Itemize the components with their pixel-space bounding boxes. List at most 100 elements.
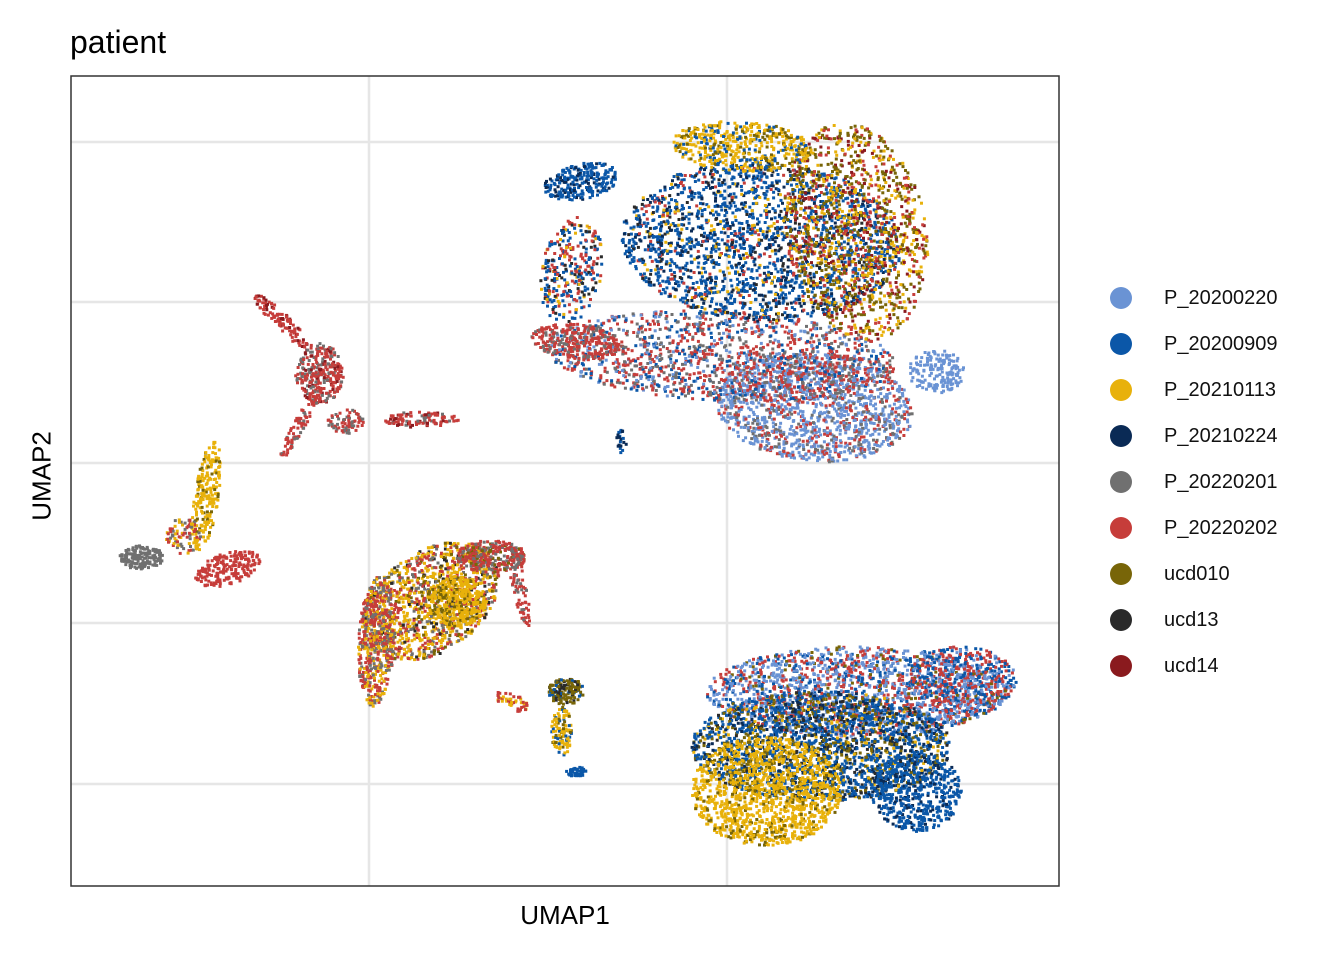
scatter-point [734,311,738,315]
scatter-point [751,177,755,181]
scatter-point [825,204,829,208]
scatter-point [635,322,639,326]
scatter-point [796,354,800,358]
scatter-point [558,353,562,356]
scatter-point [723,277,727,281]
scatter-point [791,356,795,359]
scatter-point [897,259,901,263]
scatter-point [794,261,798,265]
scatter-point [865,423,868,427]
scatter-point [787,378,791,382]
scatter-point [863,439,867,442]
scatter-point [740,351,743,355]
scatter-point [659,366,663,370]
scatter-point [830,394,834,398]
scatter-point [783,330,787,334]
scatter-point [819,326,823,330]
scatter-point [865,211,869,215]
scatter-point [713,239,717,243]
scatter-point [830,438,834,442]
scatter-point [605,370,609,374]
scatter-point [797,317,801,321]
scatter-point [919,360,923,364]
scatter-point [721,279,725,283]
scatter-point [617,315,621,319]
scatter-point [793,308,797,311]
scatter-point [828,432,832,436]
scatter-point [668,294,672,298]
scatter-point [664,222,668,226]
scatter-point [723,242,727,246]
scatter-point [777,358,781,362]
scatter-point [882,250,886,254]
scatter-point [832,437,836,441]
scatter-point [720,238,724,242]
scatter-point [793,227,797,231]
scatter-point [716,290,720,294]
scatter-point [634,265,638,268]
scatter-point [782,299,786,303]
scatter-point [820,403,824,407]
scatter-point [658,215,662,218]
scatter-point [933,389,937,393]
scatter-point [833,356,837,360]
scatter-point [830,355,834,359]
scatter-point [724,297,728,301]
scatter-point [825,447,829,451]
scatter-point [742,296,745,299]
scatter-point [629,387,633,391]
scatter-point [826,369,830,373]
scatter-point [775,352,779,356]
scatter-point [759,171,763,175]
scatter-point [846,385,850,389]
scatter-point [849,404,852,408]
scatter-point [554,360,558,364]
scatter-point [819,386,822,390]
scatter-point [840,342,844,346]
scatter-point [819,372,822,376]
scatter-point [645,217,649,221]
scatter-point [677,237,681,241]
scatter-point [691,282,695,285]
scatter-point [737,409,741,413]
scatter-point [757,401,761,405]
scatter-point [697,386,701,390]
scatter-point [669,390,673,394]
scatter-point [730,338,734,342]
scatter-point [691,323,695,326]
scatter-point [825,294,829,298]
scatter-point [776,231,780,235]
scatter-point [727,171,731,175]
scatter-point [646,362,650,365]
scatter-point [881,407,885,411]
scatter-point [745,366,748,370]
scatter-point [641,367,645,371]
scatter-point [738,393,742,397]
scatter-point [823,416,827,420]
scatter-point [773,369,777,373]
scatter-point [802,302,806,306]
scatter-point [819,286,823,290]
scatter-point [779,375,783,379]
scatter-point [888,391,892,395]
scatter-point [815,323,819,327]
scatter-point [817,381,821,385]
scatter-point [726,415,730,419]
scatter-point [774,435,778,439]
scatter-point [712,396,716,400]
scatter-point [802,308,806,312]
scatter-point [632,373,636,377]
scatter-point [607,319,611,323]
scatter-point [774,305,778,308]
scatter-point [888,426,892,430]
scatter-point [675,227,679,231]
scatter-point [921,386,925,390]
scatter-point [750,437,754,441]
scatter-point [651,386,655,390]
scatter-point [819,433,823,437]
scatter-point [839,404,843,408]
scatter-point [782,398,786,402]
scatter-point [795,438,799,442]
scatter-point [790,432,794,436]
scatter-point [768,413,772,417]
